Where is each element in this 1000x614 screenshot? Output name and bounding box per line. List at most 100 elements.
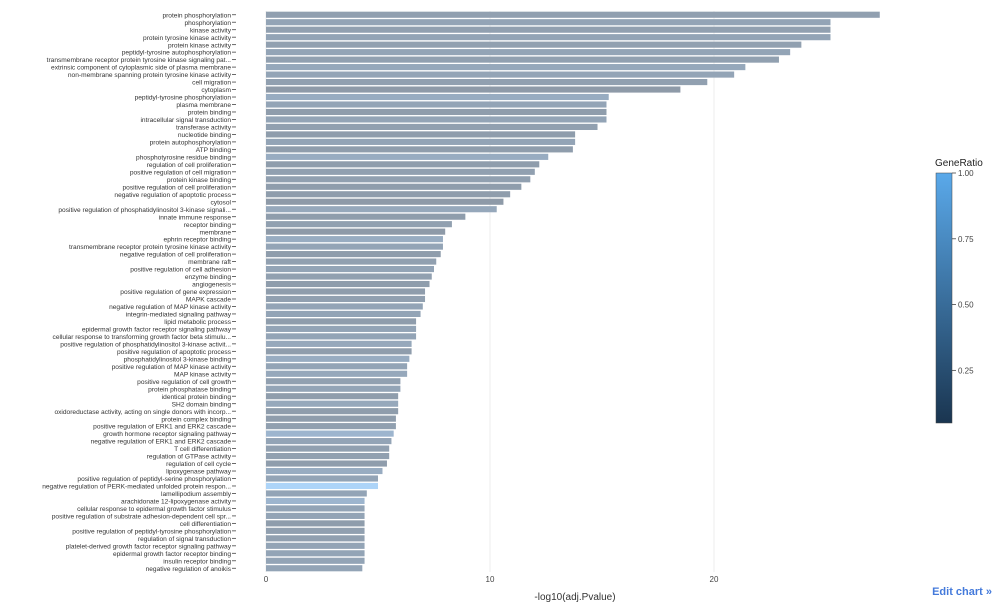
y-tick-label: regulation of signal transduction [138, 536, 231, 543]
y-tick-label: positive regulation of peptidyl-serine p… [77, 476, 231, 483]
y-tick-label: innate immune response [159, 214, 232, 221]
colorbar-gradient [935, 172, 953, 424]
y-tick-label: positive regulation of cell adhesion [130, 267, 231, 274]
bar [266, 542, 365, 549]
bar [266, 265, 434, 273]
colorbar-tick-label: 1.00 [958, 169, 974, 178]
y-tick-label: intracellular signal transduction [140, 117, 231, 124]
bar [266, 34, 831, 41]
y-tick-label: negative regulation of cell proliferatio… [120, 252, 231, 259]
y-tick-label: membrane [199, 229, 231, 236]
y-tick-label: phosphorylation [184, 20, 231, 27]
y-tick-label: identical protein binding [162, 394, 232, 401]
bar [266, 452, 390, 460]
y-tick-label: positive regulation of cell growth [137, 379, 231, 386]
bar [266, 438, 392, 445]
y-tick-label: transmembrane receptor protein tyrosine … [47, 57, 232, 64]
colorbar-title: GeneRatio [935, 158, 983, 169]
bar [266, 221, 452, 228]
colorbar-tick-label: 0.75 [958, 235, 974, 244]
bar [266, 138, 576, 145]
y-tick-label: positive regulation of cell proliferatio… [123, 184, 232, 191]
colorbar-tick-label: 0.50 [958, 301, 974, 310]
bar [266, 49, 791, 56]
bar [266, 116, 607, 123]
bar [266, 512, 365, 519]
edit-chart-link[interactable]: Edit chart » [932, 586, 992, 598]
bar [266, 71, 735, 78]
bar [266, 310, 421, 317]
bar [266, 355, 410, 362]
bar [266, 557, 365, 564]
bar [266, 146, 573, 153]
y-tick-label: SH2 domain binding [172, 401, 232, 408]
bars-group [266, 11, 880, 572]
bar [266, 108, 607, 116]
bar [266, 86, 681, 93]
bar [266, 236, 443, 243]
y-tick-label: positive regulation of MAP kinase activi… [112, 364, 232, 371]
y-tick-label: transferase activity [176, 125, 232, 132]
bar [266, 251, 441, 258]
x-tick-label: 20 [710, 575, 719, 584]
bar [266, 213, 466, 220]
bar [266, 93, 609, 101]
y-tick-label: peptidyl-tyrosine autophosphorylation [122, 50, 232, 57]
bar [266, 198, 504, 205]
y-tick-label: regulation of cell proliferation [147, 162, 232, 169]
bar [266, 183, 522, 190]
bar [266, 318, 417, 325]
y-tick-label: transmembrane receptor protein tyrosine … [69, 244, 232, 251]
y-tick-label: T cell differentiation [174, 446, 231, 453]
bar [266, 482, 378, 490]
bar [266, 19, 831, 26]
bar [266, 288, 426, 295]
y-tick-label: non-membrane spanning protein tyrosine k… [68, 72, 232, 79]
y-tick-label: nucleotide binding [178, 132, 231, 139]
bar [266, 161, 540, 168]
y-tick-label: cellular response to transforming growth… [53, 334, 232, 341]
bar [266, 467, 383, 475]
y-tick-label: cell migration [192, 80, 231, 87]
bar [266, 176, 531, 183]
bar [266, 363, 408, 370]
y-tick-label: oxidoreductase activity, acting on singl… [54, 409, 231, 416]
y-tick-label: protein phosphorylation [162, 12, 231, 19]
y-tick-label: cell differentiation [180, 521, 232, 528]
bar [266, 11, 880, 18]
bar [266, 505, 365, 512]
y-tick-label: lamellipodium assembly [161, 491, 232, 498]
y-tick-label: negative regulation of MAP kinase activi… [109, 304, 232, 311]
bar [266, 273, 432, 280]
y-tick-label: positive regulation of phosphatidylinosi… [58, 207, 231, 214]
y-tick-label: ephrin receptor binding [164, 237, 232, 244]
colorbar-ticks: 0.25 0.50 0.75 1.00 [952, 169, 974, 375]
y-tick-label: positive regulation of substrate adhesio… [52, 514, 231, 521]
bar [266, 565, 363, 572]
bar [266, 303, 423, 310]
colorbar: 0.25 0.50 0.75 1.00 [935, 169, 974, 424]
y-tick-label: ATP binding [196, 147, 232, 154]
bar [266, 56, 779, 63]
y-tick-label: cellular response to epidermal growth fa… [77, 506, 232, 513]
bar [266, 243, 443, 250]
bar [266, 475, 378, 482]
bar [266, 370, 408, 377]
y-tick-label: phosphotyrosine residue binding [136, 154, 231, 161]
bar [266, 490, 367, 497]
y-tick-label: kinase activity [190, 27, 232, 34]
bar [266, 527, 365, 534]
y-tick-label: angiogenesis [192, 282, 232, 289]
bar [266, 378, 401, 385]
bar [266, 385, 401, 392]
bar [266, 430, 394, 437]
y-tick-label: protein complex binding [161, 416, 231, 423]
colorbar-tick-label: 0.25 [958, 366, 974, 375]
bar [266, 340, 412, 347]
bar [266, 280, 430, 288]
y-tick-label: negative regulation of anoikis [146, 566, 232, 573]
bar [266, 168, 535, 175]
x-tick-label: 10 [486, 575, 495, 584]
y-tick-label: cytosol [210, 199, 231, 206]
